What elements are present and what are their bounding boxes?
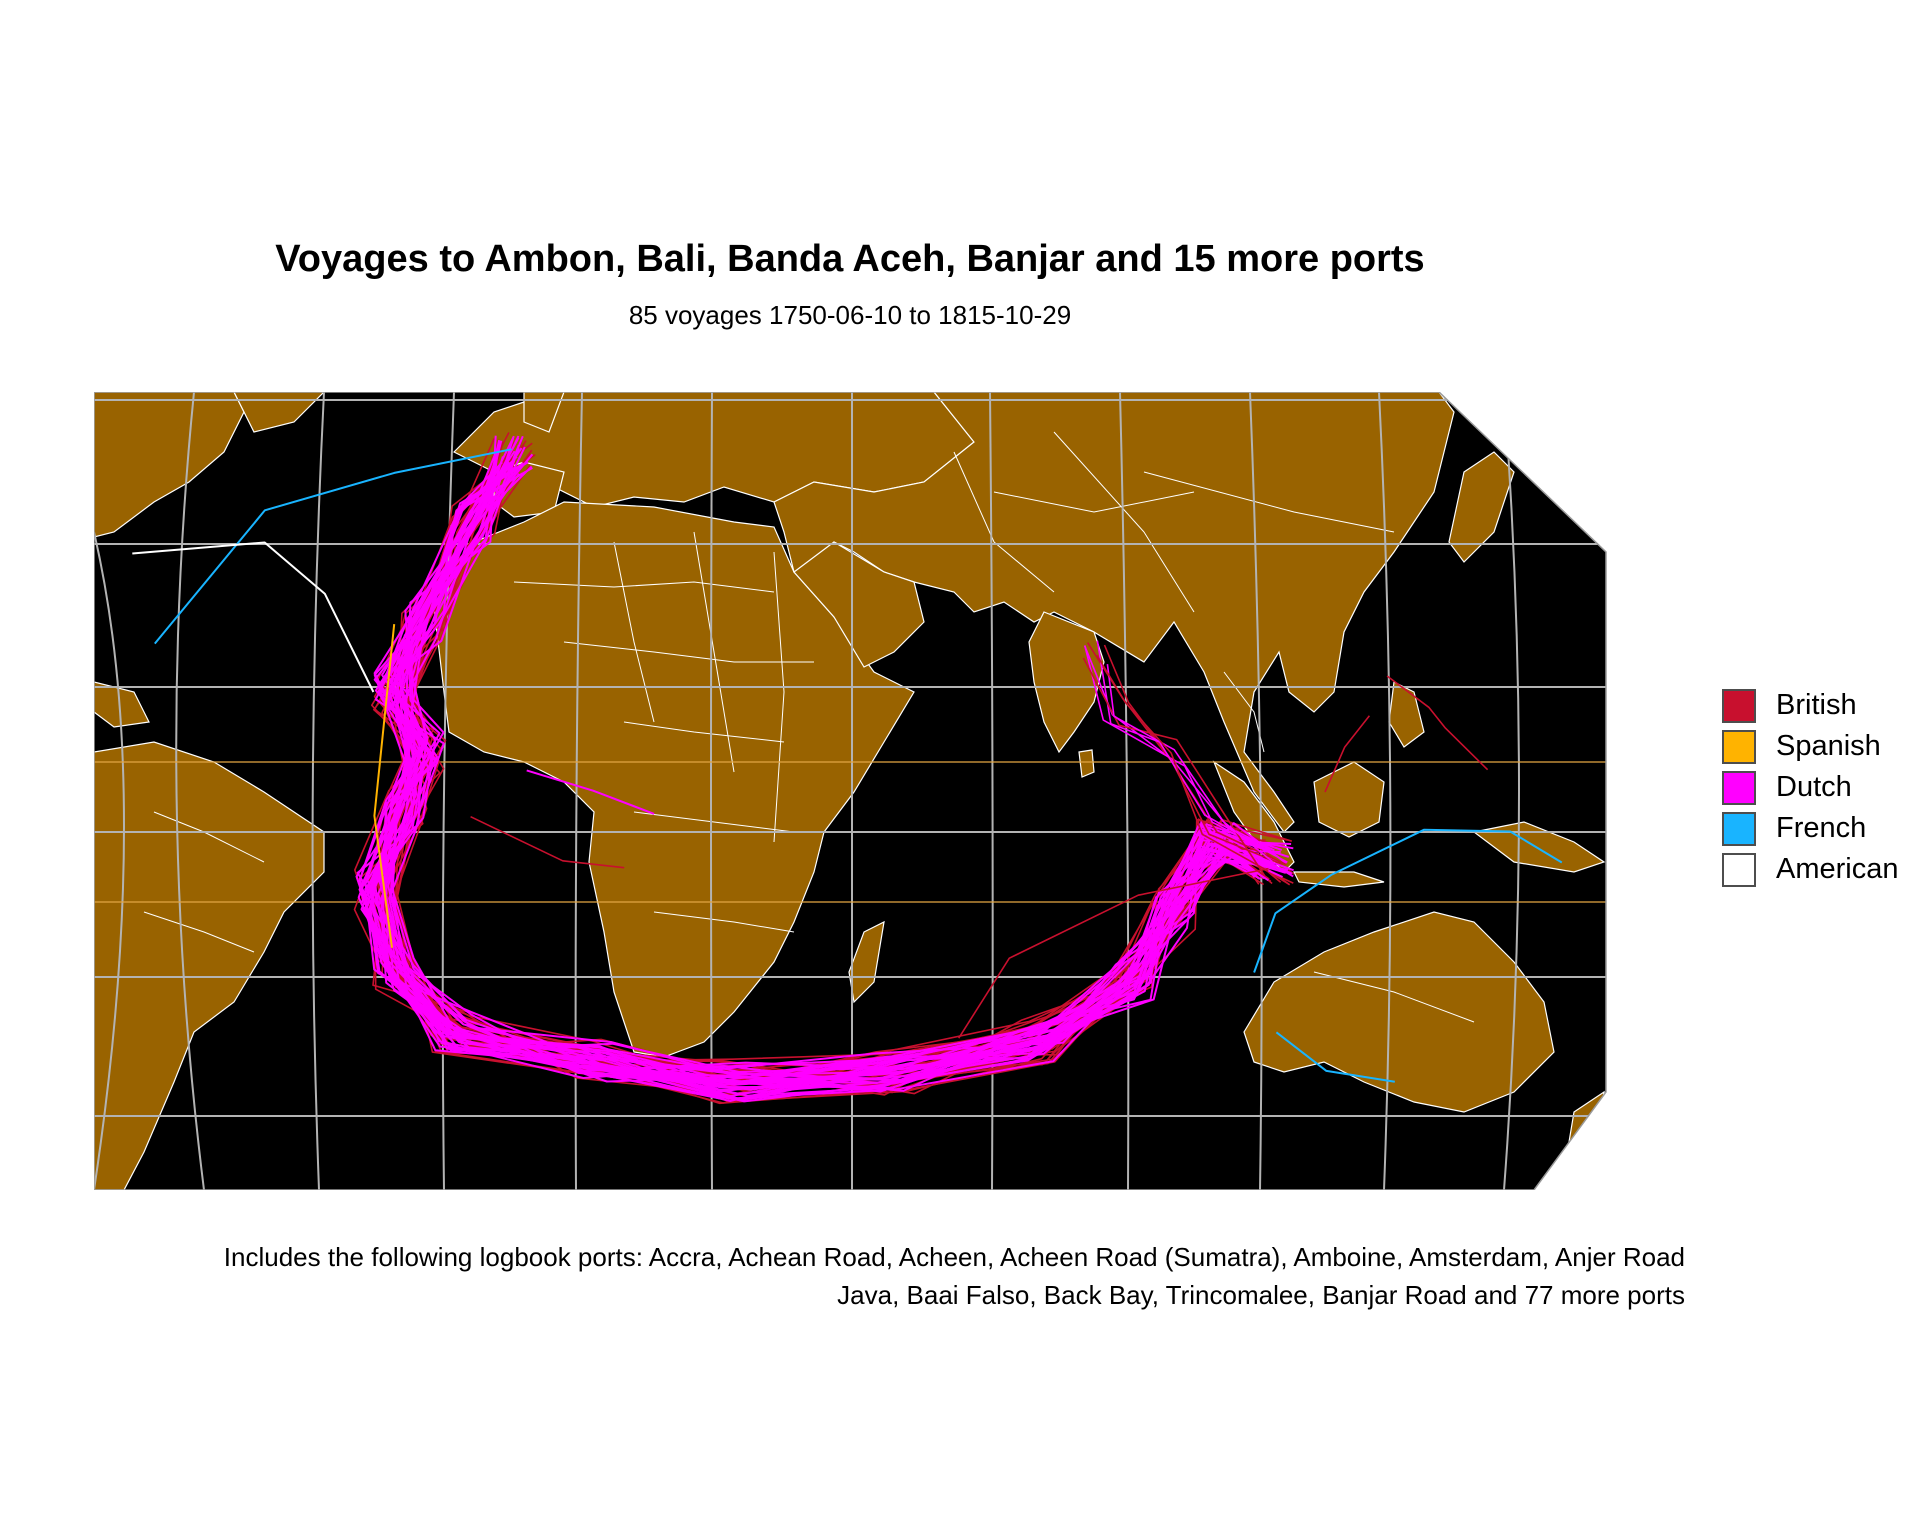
land-central-america — [94, 681, 150, 728]
voyage-track-british — [1386, 675, 1489, 771]
voyage-track-dutch — [364, 462, 1259, 1102]
voyage-track-dutch — [369, 467, 1294, 1087]
legend-swatch — [1722, 852, 1756, 887]
voyage-track-india — [1083, 645, 1275, 852]
legend-label: French — [1776, 812, 1867, 844]
land-japan — [1448, 451, 1515, 563]
legend-swatch — [1722, 811, 1756, 846]
voyage-track-american — [132, 541, 375, 693]
voyage-track-india — [1096, 654, 1269, 872]
land-new-guinea — [1472, 821, 1606, 873]
voyage-track-british — [958, 867, 1269, 1039]
voyage-track-french — [154, 448, 512, 645]
legend-item-french: French — [1722, 808, 1899, 849]
chart-title: Voyages to Ambon, Bali, Banda Aceh, Banj… — [275, 238, 1425, 280]
legend-item-american: American — [1722, 849, 1899, 890]
legend-swatch — [1722, 688, 1756, 723]
legend-label: American — [1776, 853, 1899, 885]
map-frame — [94, 392, 1607, 1190]
country-borders — [143, 431, 1475, 1023]
land-uk — [523, 392, 565, 433]
voyage-track-dutch — [381, 450, 1289, 1082]
land-java — [1293, 871, 1385, 888]
land-greenland-cape — [233, 392, 326, 433]
legend-swatch — [1722, 770, 1756, 805]
voyage-track-dutch — [369, 438, 1256, 1102]
land-south-america — [94, 741, 325, 1190]
graticule — [94, 392, 1606, 1190]
voyage-track-spanish — [373, 623, 396, 948]
caption-line: Includes the following logbook ports: Ac… — [223, 1242, 1685, 1272]
voyage-track-british — [470, 815, 625, 869]
caption-line: Java, Baai Falso, Back Bay, Trincomalee,… — [837, 1280, 1685, 1310]
land-australia — [1243, 911, 1555, 1113]
voyage-track-dutch — [385, 435, 1260, 1100]
voyage-map — [94, 392, 1612, 1190]
legend-item-dutch: Dutch — [1722, 767, 1899, 808]
landmasses — [94, 392, 1606, 1190]
legend-label: Spanish — [1776, 730, 1881, 762]
voyage-track-dutch — [368, 456, 1262, 1089]
voyage-track-dutch — [526, 769, 655, 815]
voyage-track-dutch — [360, 447, 1294, 1083]
tropic-lines — [94, 761, 1606, 903]
legend-swatch — [1722, 729, 1756, 764]
ports-caption: Includes the following logbook ports: Ac… — [0, 1238, 1685, 1314]
voyage-track-french — [1253, 828, 1563, 973]
voyage-track-british — [1324, 715, 1371, 793]
voyage-track-dutch — [378, 465, 1293, 1084]
voyage-tracks — [132, 432, 1563, 1105]
land-sri-lanka — [1078, 749, 1095, 778]
voyage-track-india — [1082, 657, 1266, 876]
legend-label: Dutch — [1776, 771, 1852, 803]
chart-subtitle: 85 voyages 1750-06-10 to 1815-10-29 — [628, 300, 1072, 330]
legend-item-british: British — [1722, 685, 1899, 726]
legend-item-spanish: Spanish — [1722, 726, 1899, 767]
legend-label: British — [1776, 689, 1857, 721]
legend: British Spanish Dutch French American — [1722, 685, 1899, 890]
voyage-track-india — [1106, 663, 1273, 863]
land-arabia — [793, 541, 925, 668]
voyage-track-french — [1275, 1031, 1395, 1083]
voyage-track-dutch — [377, 435, 1284, 1101]
